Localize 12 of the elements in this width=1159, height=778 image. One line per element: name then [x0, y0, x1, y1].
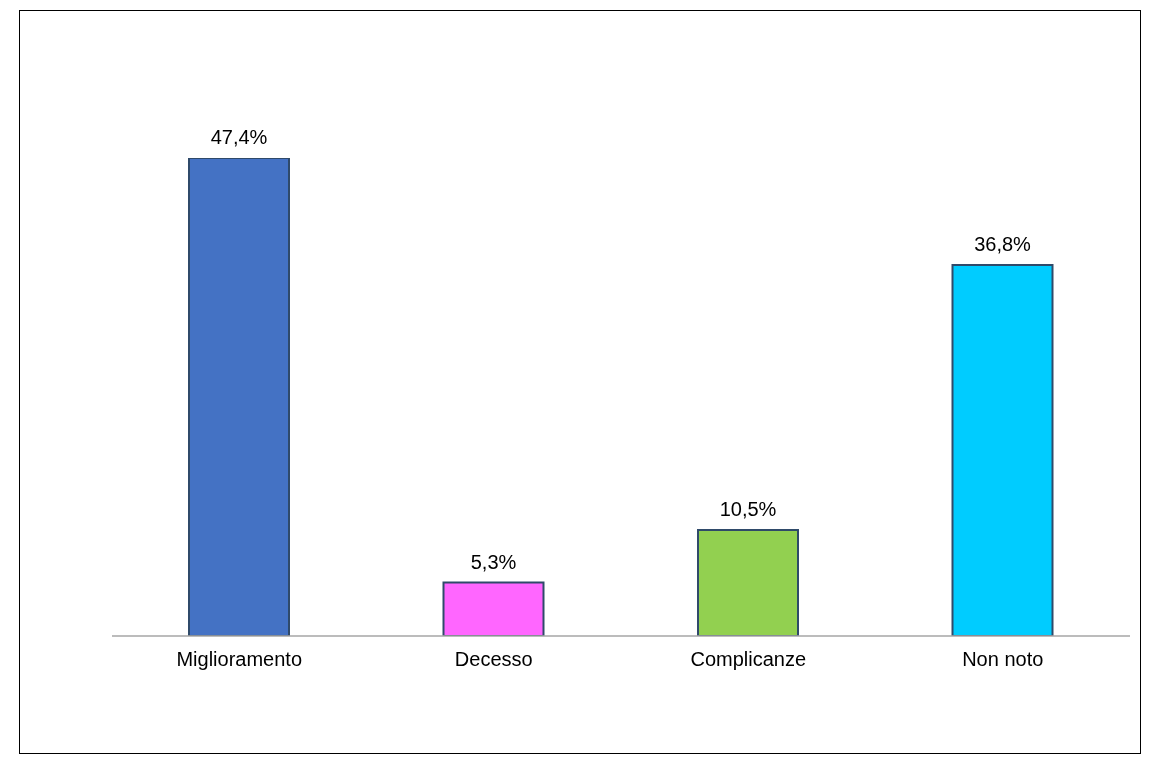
data-label: 5,3%	[470, 550, 517, 573]
x-tick-label: Non noto	[962, 648, 1044, 671]
x-tick-label: Decesso	[454, 648, 533, 671]
data-label: 36,8%	[974, 232, 1032, 255]
x-tick-label: Miglioramento	[176, 648, 303, 671]
bar	[951, 263, 1054, 636]
bar	[697, 529, 799, 636]
bar	[442, 581, 545, 636]
x-tick-label: Complicanze	[690, 648, 807, 671]
data-label: 47,4%	[210, 126, 268, 148]
bar	[188, 158, 290, 636]
data-label: 10,5%	[719, 498, 777, 521]
